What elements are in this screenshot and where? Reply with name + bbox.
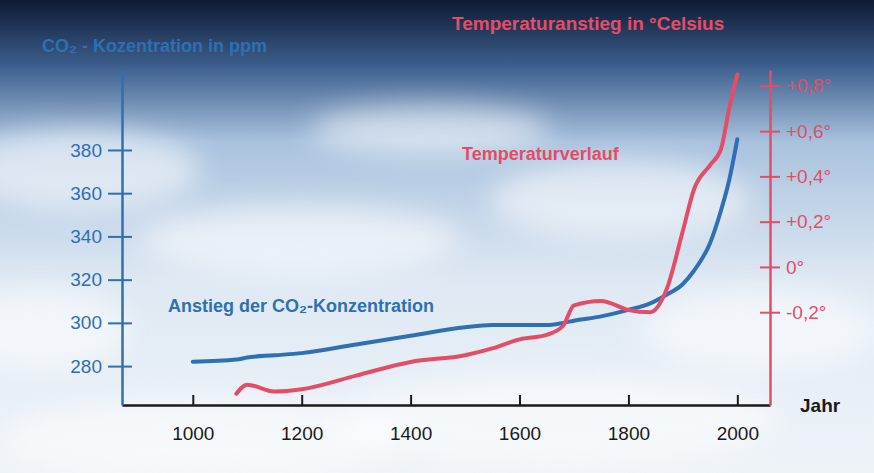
tick-mark (760, 266, 780, 268)
tick-label: 2000 (717, 423, 759, 444)
cloud (0, 130, 200, 210)
tick: 1000 (172, 395, 214, 444)
tick-label: 1000 (172, 423, 214, 444)
x-axis: 1000 1200 1400 1600 1800 2000 (123, 395, 771, 444)
tick-mark (410, 395, 412, 405)
tick-mark (108, 149, 132, 151)
background (0, 0, 874, 473)
tick: +0,8° (760, 75, 831, 96)
tick-label: 1400 (390, 423, 432, 444)
tick: +0,2° (760, 211, 831, 232)
cloud (140, 205, 460, 275)
tick: 2000 (717, 395, 759, 444)
x-axis-title: Jahr (800, 395, 841, 416)
tick-label: 1800 (608, 423, 650, 444)
tick-mark (760, 221, 780, 223)
tick: 340 (70, 226, 132, 247)
tick-label: +0,2° (786, 211, 831, 232)
tick: +0,6° (760, 121, 831, 142)
tick-mark (760, 131, 780, 133)
tick: 1200 (281, 395, 323, 444)
tick-label: 380 (70, 140, 102, 161)
tick-mark (108, 236, 132, 238)
tick-label: +0,4° (786, 166, 831, 187)
series-line (193, 139, 738, 362)
tick: 360 (70, 183, 132, 204)
tick-label: +0,6° (786, 121, 831, 142)
tick-mark (108, 193, 132, 195)
tick-mark (760, 312, 780, 314)
tick: 1600 (499, 395, 541, 444)
tick-mark (737, 395, 739, 405)
tick-mark (108, 322, 132, 324)
series-label: Anstieg der CO₂-Konzentration (168, 296, 434, 316)
tick: -0,2° (760, 302, 826, 323)
tick-label: 0° (786, 257, 804, 278)
cloud (340, 375, 780, 465)
tick-label: 320 (70, 269, 102, 290)
tick-mark (628, 395, 630, 405)
tick: 320 (70, 269, 132, 290)
tick-mark (108, 279, 132, 281)
tick-mark (760, 85, 780, 87)
tick: +0,4° (760, 166, 831, 187)
series-line (236, 75, 737, 394)
tick-label: 1600 (499, 423, 541, 444)
plot-area (193, 75, 738, 394)
tick-mark (519, 395, 521, 405)
cloud (0, 290, 130, 370)
y2-axis-title: Temperaturanstieg in °Celsius (452, 13, 724, 34)
clouds (0, 105, 874, 473)
tick: 380 (70, 140, 132, 161)
tick: 1800 (608, 395, 650, 444)
cloud (0, 400, 400, 473)
tick-label: -0,2° (786, 302, 826, 323)
tick-label: 280 (70, 356, 102, 377)
tick-label: 340 (70, 226, 102, 247)
tick-label: 360 (70, 183, 102, 204)
axis-line (769, 71, 772, 406)
tick: 0° (760, 257, 804, 278)
cloud (490, 160, 750, 240)
y2-axis: -0,2° 0° +0,2° +0,4° +0,6° +0,8° (760, 71, 831, 406)
y-axis: 280 300 320 340 360 380 (70, 71, 132, 406)
axis-line (123, 404, 771, 407)
axis-line (121, 71, 124, 406)
tick-label: 300 (70, 312, 102, 333)
tick-label: +0,8° (786, 75, 831, 96)
tick-mark (301, 395, 303, 405)
tick-label: 1200 (281, 423, 323, 444)
tick-mark (108, 366, 132, 368)
cloud (640, 290, 874, 370)
chart: 1000 1200 1400 1600 1800 2000 280 300 320 340 360 3… (0, 0, 874, 473)
series-label: Temperaturverlauf (462, 144, 620, 164)
tick: 280 (70, 356, 132, 377)
tick: 300 (70, 312, 132, 333)
y-axis-title: CO₂ - Kozentration in ppm (42, 36, 267, 56)
tick-mark (192, 395, 194, 405)
tick-mark (760, 176, 780, 178)
tick: 1400 (390, 395, 432, 444)
